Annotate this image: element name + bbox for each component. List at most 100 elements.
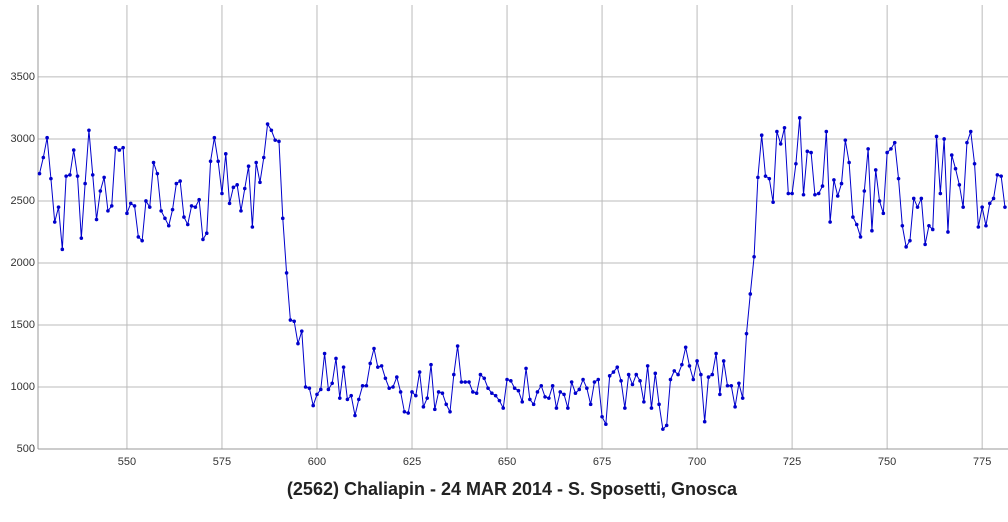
data-point bbox=[737, 381, 741, 386]
data-point bbox=[189, 204, 194, 208]
data-point bbox=[763, 174, 768, 178]
data-point bbox=[649, 406, 654, 410]
data-point bbox=[235, 183, 239, 187]
data-point bbox=[984, 223, 988, 228]
data-point bbox=[467, 380, 471, 384]
data-point bbox=[588, 402, 593, 407]
data-point bbox=[752, 254, 756, 259]
data-point bbox=[535, 390, 540, 394]
data-point bbox=[543, 395, 547, 399]
data-point bbox=[455, 344, 460, 348]
data-point bbox=[383, 376, 388, 381]
data-point bbox=[113, 145, 118, 150]
data-point bbox=[661, 427, 665, 431]
data-point bbox=[968, 129, 973, 134]
data-point bbox=[805, 149, 810, 154]
data-point bbox=[75, 174, 80, 178]
data-point bbox=[98, 189, 103, 193]
data-point bbox=[368, 361, 373, 366]
data-point bbox=[185, 222, 190, 227]
data-point bbox=[585, 386, 589, 391]
data-point bbox=[946, 230, 950, 234]
data-point bbox=[775, 129, 779, 134]
data-point bbox=[79, 236, 84, 240]
data-point bbox=[452, 372, 456, 377]
data-point bbox=[436, 390, 441, 394]
data-point bbox=[372, 346, 376, 351]
data-point bbox=[410, 390, 414, 394]
data-point bbox=[733, 405, 737, 409]
data-point bbox=[376, 365, 380, 369]
data-point bbox=[923, 242, 927, 247]
data-point bbox=[478, 372, 483, 377]
data-point bbox=[239, 209, 243, 213]
data-point bbox=[866, 147, 870, 151]
data-point bbox=[699, 372, 703, 377]
data-point bbox=[957, 183, 962, 187]
data-point bbox=[250, 225, 255, 229]
data-point bbox=[873, 168, 878, 172]
data-point bbox=[862, 189, 867, 193]
data-point bbox=[938, 191, 943, 196]
y-tick-label: 3000 bbox=[11, 133, 35, 145]
data-point bbox=[326, 387, 331, 392]
data-point bbox=[322, 351, 327, 356]
data-point bbox=[345, 397, 350, 402]
x-tick-label: 575 bbox=[213, 456, 231, 468]
data-point bbox=[801, 192, 806, 197]
y-tick-label: 2000 bbox=[11, 257, 35, 269]
data-point bbox=[109, 204, 114, 208]
data-point bbox=[334, 356, 338, 361]
data-point bbox=[843, 138, 848, 142]
data-point bbox=[756, 175, 760, 180]
data-point bbox=[493, 393, 498, 398]
data-point bbox=[885, 150, 889, 155]
data-point bbox=[128, 201, 133, 206]
data-point bbox=[37, 171, 42, 176]
data-point bbox=[433, 407, 437, 412]
data-point bbox=[790, 191, 794, 196]
data-point bbox=[630, 382, 635, 387]
data-point bbox=[261, 155, 266, 160]
data-point bbox=[573, 391, 578, 395]
data-point bbox=[721, 359, 726, 363]
data-point bbox=[429, 362, 433, 367]
data-point bbox=[729, 383, 734, 388]
y-tick-label: 1000 bbox=[11, 381, 35, 393]
x-tick-label: 650 bbox=[498, 456, 516, 468]
data-point bbox=[824, 129, 829, 134]
data-point bbox=[782, 125, 787, 130]
x-tick-label: 550 bbox=[118, 456, 136, 468]
data-point bbox=[725, 383, 730, 388]
data-point bbox=[839, 181, 844, 186]
data-point bbox=[353, 413, 357, 418]
data-point bbox=[292, 319, 296, 324]
data-point bbox=[45, 135, 49, 140]
data-point bbox=[178, 179, 182, 183]
data-point bbox=[961, 205, 965, 209]
data-point bbox=[140, 238, 144, 243]
data-point bbox=[102, 175, 106, 180]
data-point bbox=[972, 161, 977, 166]
x-tick-label: 725 bbox=[783, 456, 801, 468]
data-point bbox=[341, 365, 346, 369]
data-point bbox=[474, 391, 479, 395]
data-point bbox=[151, 160, 156, 165]
y-tick-label: 1500 bbox=[11, 319, 35, 331]
data-point bbox=[748, 292, 753, 296]
data-point bbox=[531, 402, 536, 407]
data-point bbox=[702, 419, 707, 424]
data-point bbox=[349, 393, 353, 398]
data-point bbox=[379, 364, 384, 368]
x-tick-label: 775 bbox=[973, 456, 991, 468]
data-point bbox=[163, 216, 167, 221]
data-point bbox=[642, 400, 646, 404]
data-point bbox=[216, 159, 220, 164]
data-point bbox=[87, 128, 91, 133]
data-point bbox=[280, 216, 285, 221]
data-point bbox=[740, 396, 745, 400]
data-point bbox=[592, 380, 597, 384]
y-tick-label: 2500 bbox=[11, 195, 35, 207]
data-point bbox=[695, 359, 699, 363]
data-point bbox=[387, 386, 392, 391]
